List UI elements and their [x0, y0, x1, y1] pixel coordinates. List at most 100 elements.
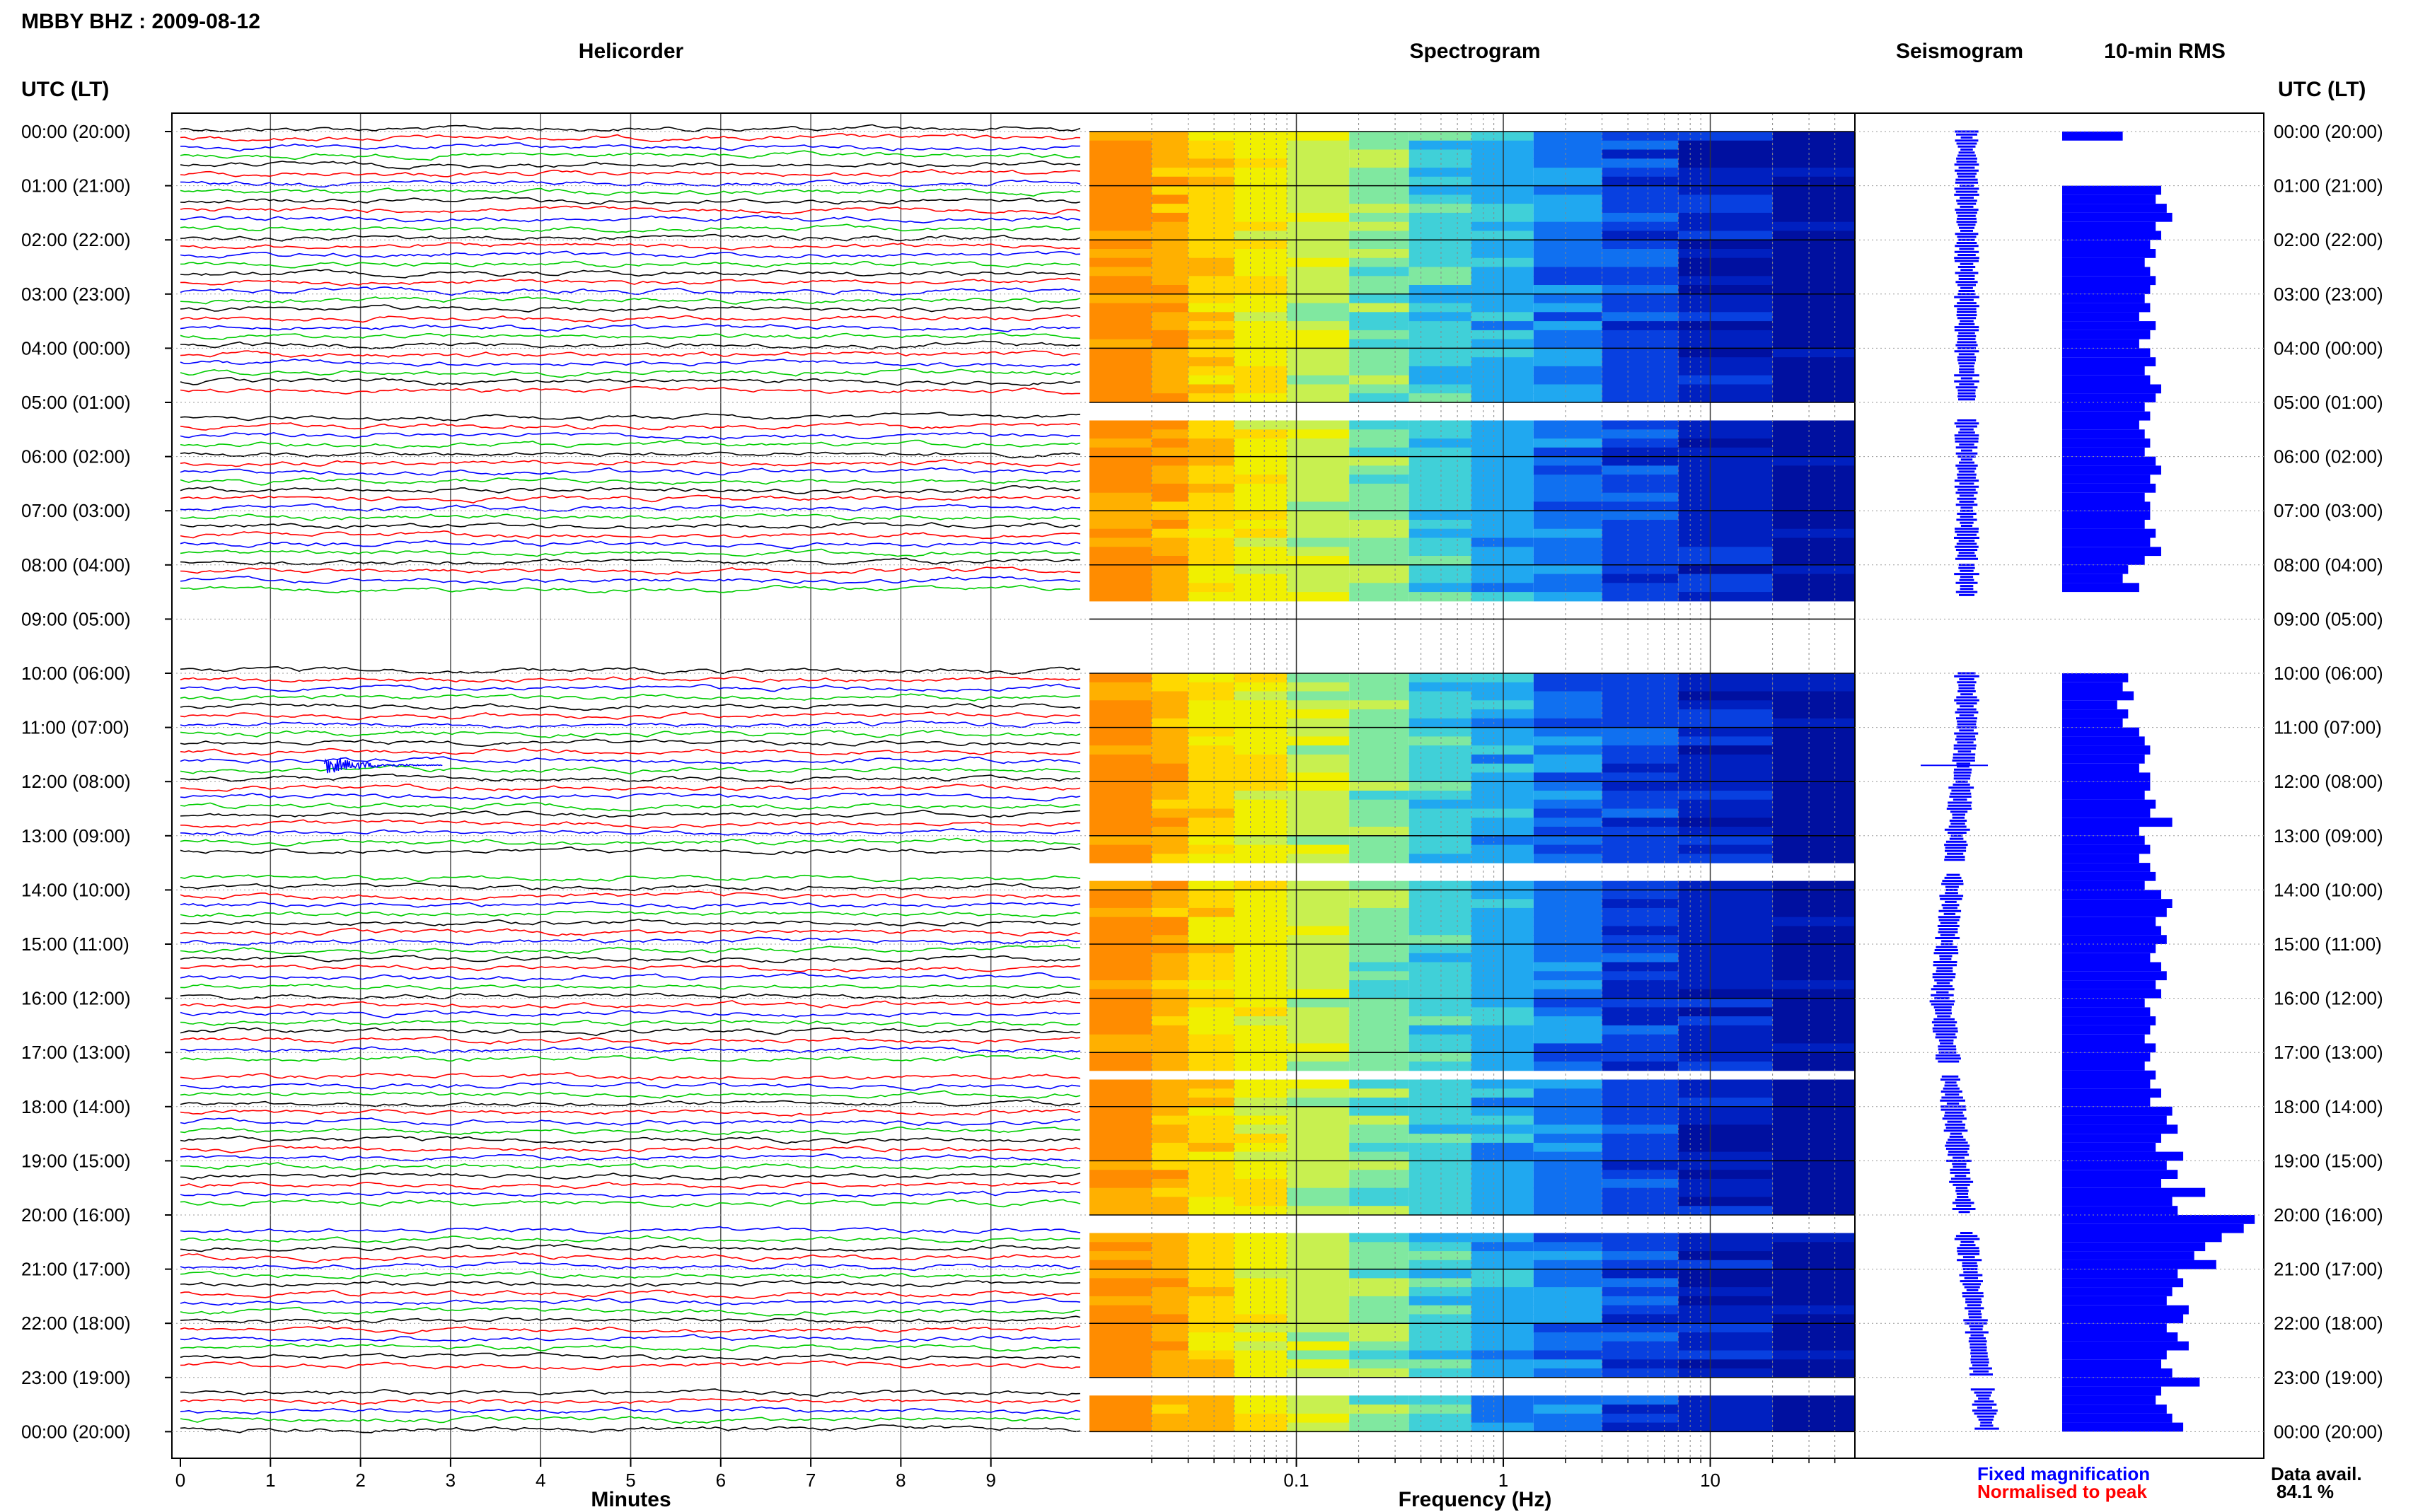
spectrogram-cell: [1188, 357, 1234, 367]
spectrogram-cell: [1089, 763, 1152, 773]
rms-bar: [2062, 231, 2161, 240]
spectrogram-cell: [1188, 564, 1234, 575]
spectrogram-cell: [1152, 971, 1188, 981]
spectrogram-cell: [1152, 511, 1188, 521]
helicorder-trace: [180, 764, 1081, 775]
spectrogram-cell: [1188, 926, 1234, 936]
spectrogram-cell: [1678, 267, 1773, 277]
spectrogram-cell: [1349, 520, 1409, 530]
spectrogram-cell: [1408, 799, 1471, 809]
spectrogram-cell: [1772, 140, 1855, 151]
spectrogram-cell: [1772, 592, 1855, 602]
spectrogram-cell: [1533, 998, 1602, 1008]
spectrogram-cell: [1188, 240, 1234, 250]
spectrogram-cell: [1471, 899, 1534, 909]
spectrogram-cell: [1602, 1043, 1679, 1053]
spectrogram-cell: [1349, 149, 1409, 159]
spectrogram-cell: [1349, 1052, 1409, 1062]
spectrogram-cell: [1188, 1287, 1234, 1297]
spectrogram-cell: [1471, 827, 1534, 837]
spectrogram-cell: [1471, 574, 1534, 583]
spectrogram-cell: [1188, 907, 1234, 918]
spectrogram-cell: [1533, 357, 1602, 367]
spectrogram-cell: [1602, 583, 1679, 593]
spectrogram-cell: [1602, 267, 1679, 277]
spectrogram-cell: [1533, 818, 1602, 827]
spectrogram-cell: [1678, 772, 1773, 782]
spectrogram-cell: [1408, 465, 1471, 475]
spectrogram-cell: [1678, 791, 1773, 801]
spectrogram-cell: [1533, 528, 1602, 538]
helicorder-trace: [180, 260, 1081, 269]
spectrogram-cell: [1188, 348, 1234, 358]
spectrogram-cell: [1678, 827, 1773, 837]
helicorder-trace: [180, 693, 1081, 702]
spectrogram-cell: [1089, 1197, 1152, 1206]
spectrogram-cell: [1349, 528, 1409, 538]
spectrogram-cell: [1234, 808, 1288, 818]
spectrogram-cell: [1152, 429, 1188, 439]
spectrogram-cell: [1234, 718, 1288, 728]
spectrogram-cell: [1408, 1323, 1471, 1333]
spectrogram-cell: [1287, 890, 1350, 900]
spectrogram-cell: [1152, 673, 1188, 683]
spectrogram-cell: [1089, 1359, 1152, 1369]
spectrogram-cell: [1471, 321, 1534, 331]
spectrogram-cell: [1471, 763, 1534, 773]
spectrogram-cell: [1678, 393, 1773, 403]
spectrogram-cell: [1471, 583, 1534, 593]
helicorder-trace: [180, 1199, 1081, 1208]
hour-label-left: 14:00 (10:00): [21, 879, 131, 900]
spectrogram-cell: [1408, 1269, 1471, 1279]
spectrogram-cell: [1678, 1413, 1773, 1424]
spectrogram-cell: [1152, 1106, 1188, 1117]
spectrogram-cell: [1408, 475, 1471, 484]
spectrogram-cell: [1772, 429, 1855, 439]
spectrogram-cell: [1602, 763, 1679, 773]
spectrogram-cell: [1678, 330, 1773, 340]
spectrogram-cell: [1188, 1187, 1234, 1197]
spectrogram-cell: [1287, 1197, 1350, 1206]
spectrogram-cell: [1349, 574, 1409, 583]
spectrogram-cell: [1772, 791, 1855, 801]
spectrogram-cell: [1602, 456, 1679, 466]
spectrogram-cell: [1152, 420, 1188, 430]
spectrogram-cell: [1533, 880, 1602, 890]
helicorder-trace: [180, 1180, 1081, 1190]
spectrogram-cell: [1188, 835, 1234, 846]
spectrogram-cell: [1533, 438, 1602, 448]
spectrogram-cell: [1533, 1088, 1602, 1098]
spectrogram-cell: [1533, 592, 1602, 602]
spectrogram-cell: [1234, 1278, 1288, 1288]
spectrogram-cell: [1408, 1079, 1471, 1089]
helicorder-trace: [180, 421, 1081, 431]
spectrogram-cell: [1152, 1178, 1188, 1189]
hour-label-left: 01:00 (21:00): [21, 175, 131, 197]
rms-bar: [2062, 1043, 2156, 1053]
helicorder-trace: [180, 451, 1081, 459]
spectrogram-cell: [1408, 303, 1471, 313]
spectrogram-cell: [1287, 1161, 1350, 1170]
spectrogram-cell: [1408, 1025, 1471, 1035]
spectrogram-cell: [1349, 772, 1409, 782]
spectrogram-cell: [1678, 700, 1773, 710]
helicorder-trace: [180, 1108, 1081, 1117]
spectrogram-cell: [1234, 1007, 1288, 1017]
spectrogram-cell: [1089, 249, 1152, 259]
spectrogram-cell: [1471, 1395, 1534, 1405]
spectrogram-cell: [1772, 574, 1855, 583]
spectrogram-cell: [1152, 1405, 1188, 1414]
spectrogram-cell: [1234, 1341, 1288, 1351]
minute-tick-label: 2: [355, 1470, 365, 1491]
spectrogram-cell: [1234, 890, 1288, 900]
rms-bar: [2062, 1305, 2189, 1315]
rms-bar: [2062, 1052, 2151, 1062]
spectrogram-cell: [1287, 1142, 1350, 1153]
spectrogram-cell: [1533, 1395, 1602, 1405]
spectrogram-cell: [1234, 745, 1288, 755]
spectrogram-cell: [1602, 1332, 1679, 1342]
spectrogram-cell: [1408, 1413, 1471, 1424]
minute-tick-label: 3: [446, 1470, 456, 1491]
spectrogram-cell: [1772, 799, 1855, 809]
spectrogram-cell: [1152, 935, 1188, 945]
